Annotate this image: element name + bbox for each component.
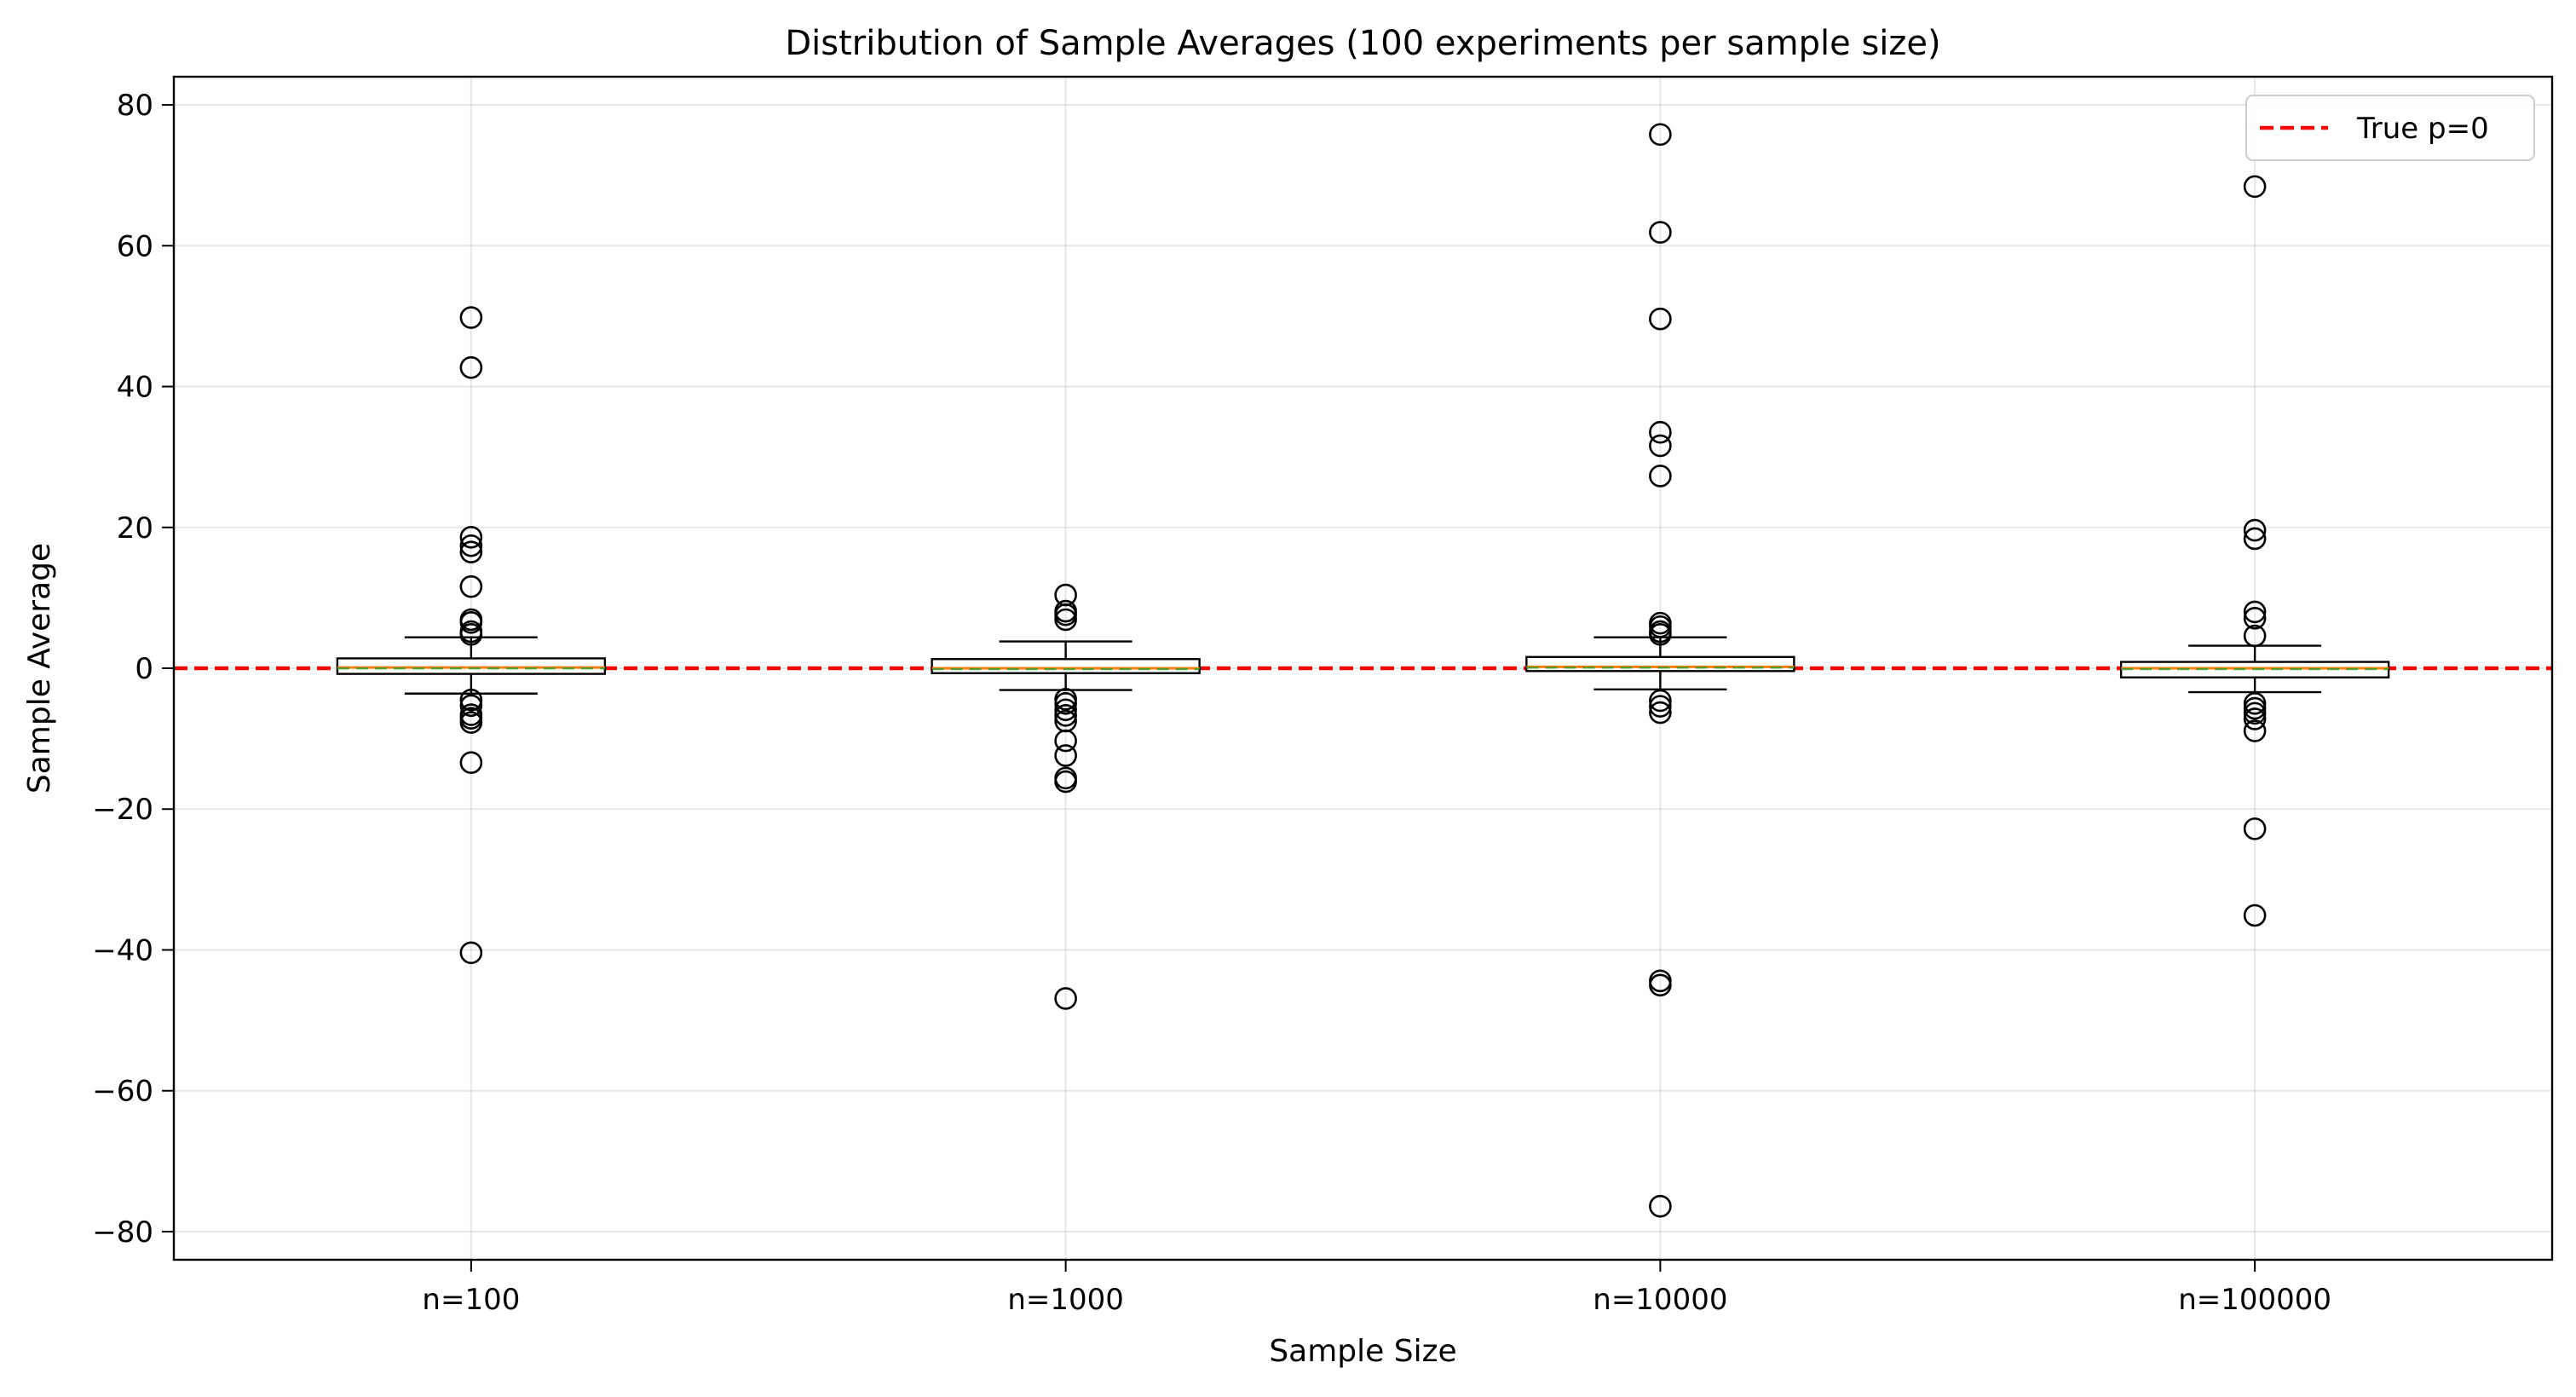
- x-tick-label: n=100: [422, 1283, 520, 1317]
- outlier-point: [1649, 221, 1672, 244]
- box-iqr: [931, 658, 1201, 674]
- outlier-point: [2243, 692, 2267, 715]
- outlier-point: [1054, 744, 1077, 767]
- legend-label-true-p: True p=0: [2356, 112, 2489, 146]
- y-tick-label: 40: [117, 371, 153, 405]
- outlier-point: [2243, 903, 2267, 927]
- outlier-point: [2243, 624, 2267, 648]
- outlier-point: [2243, 696, 2267, 720]
- outlier-point: [2243, 600, 2267, 624]
- outlier-point: [1649, 420, 1672, 444]
- outlier-point: [1054, 987, 1077, 1010]
- outlier-point: [2243, 607, 2267, 630]
- outlier-point: [459, 574, 483, 598]
- outlier-point: [1649, 1194, 1672, 1218]
- outlier-point: [459, 751, 483, 775]
- y-tick-label: −20: [92, 793, 153, 827]
- x-tick-label: n=100000: [2178, 1283, 2331, 1317]
- outlier-point: [459, 540, 483, 563]
- outlier-point: [1054, 603, 1077, 626]
- y-tick-label: −40: [92, 933, 153, 967]
- outlier-point: [2243, 527, 2267, 551]
- outlier-point: [2243, 701, 2267, 725]
- x-axis-ticks: n=100 n=1000 n=10000 n=100000: [422, 1260, 2331, 1317]
- outlier-point: [2243, 175, 2267, 199]
- box-group: [336, 306, 607, 965]
- outlier-point: [1649, 123, 1672, 147]
- outlier-point: [1649, 307, 1672, 331]
- outlier-point: [459, 306, 483, 329]
- outlier-point: [1649, 615, 1672, 638]
- outlier-point: [1054, 704, 1077, 727]
- boxes-layer: [336, 123, 2390, 1218]
- box-group: [931, 583, 1201, 1010]
- y-tick-label: 0: [135, 652, 153, 686]
- y-tick-label: −80: [92, 1215, 153, 1250]
- outlier-point: [459, 610, 483, 634]
- y-tick-label: 60: [117, 229, 153, 263]
- outlier-point: [459, 711, 483, 734]
- outlier-point: [2243, 518, 2267, 542]
- outlier-point: [459, 526, 483, 549]
- outlier-point: [1649, 973, 1672, 997]
- y-tick-label: 80: [117, 89, 153, 123]
- y-tick-label: 20: [117, 511, 153, 546]
- box-group: [1525, 123, 1795, 1218]
- outlier-point: [459, 355, 483, 379]
- y-axis-label: Sample Average: [22, 543, 57, 794]
- y-axis-ticks: −80 −60 −40 −20 0 20 40 60 80: [92, 89, 174, 1250]
- box-group: [2119, 175, 2390, 927]
- legend-box: [2245, 95, 2535, 161]
- outlier-point: [2243, 707, 2267, 730]
- box-iqr: [1525, 655, 1795, 673]
- x-tick-label: n=1000: [1007, 1283, 1124, 1317]
- x-axis-label: Sample Size: [1269, 1334, 1456, 1369]
- y-tick-label: −60: [92, 1075, 153, 1109]
- outlier-point: [459, 688, 483, 712]
- legend: True p=0: [2245, 95, 2535, 161]
- outlier-point: [1649, 695, 1672, 718]
- outlier-point: [1054, 770, 1077, 794]
- outlier-point: [2243, 719, 2267, 742]
- outlier-point: [1054, 608, 1077, 632]
- outlier-point: [1649, 465, 1672, 488]
- outlier-point: [2243, 817, 2267, 840]
- outlier-point: [459, 694, 483, 718]
- x-tick-label: n=10000: [1593, 1283, 1727, 1317]
- outlier-point: [1054, 698, 1077, 722]
- outlier-point: [459, 623, 483, 646]
- outlier-point: [1649, 689, 1672, 713]
- outlier-point: [1054, 692, 1077, 715]
- outlier-point: [1649, 434, 1672, 458]
- outlier-point: [1649, 623, 1672, 646]
- outlier-point: [1054, 729, 1077, 753]
- outlier-point: [459, 941, 483, 965]
- box-iqr: [336, 657, 607, 675]
- chart-title: Distribution of Sample Averages (100 exp…: [785, 24, 1940, 63]
- plot-frame: [172, 75, 2554, 1261]
- outlier-point: [459, 534, 483, 557]
- outlier-point: [1649, 701, 1672, 724]
